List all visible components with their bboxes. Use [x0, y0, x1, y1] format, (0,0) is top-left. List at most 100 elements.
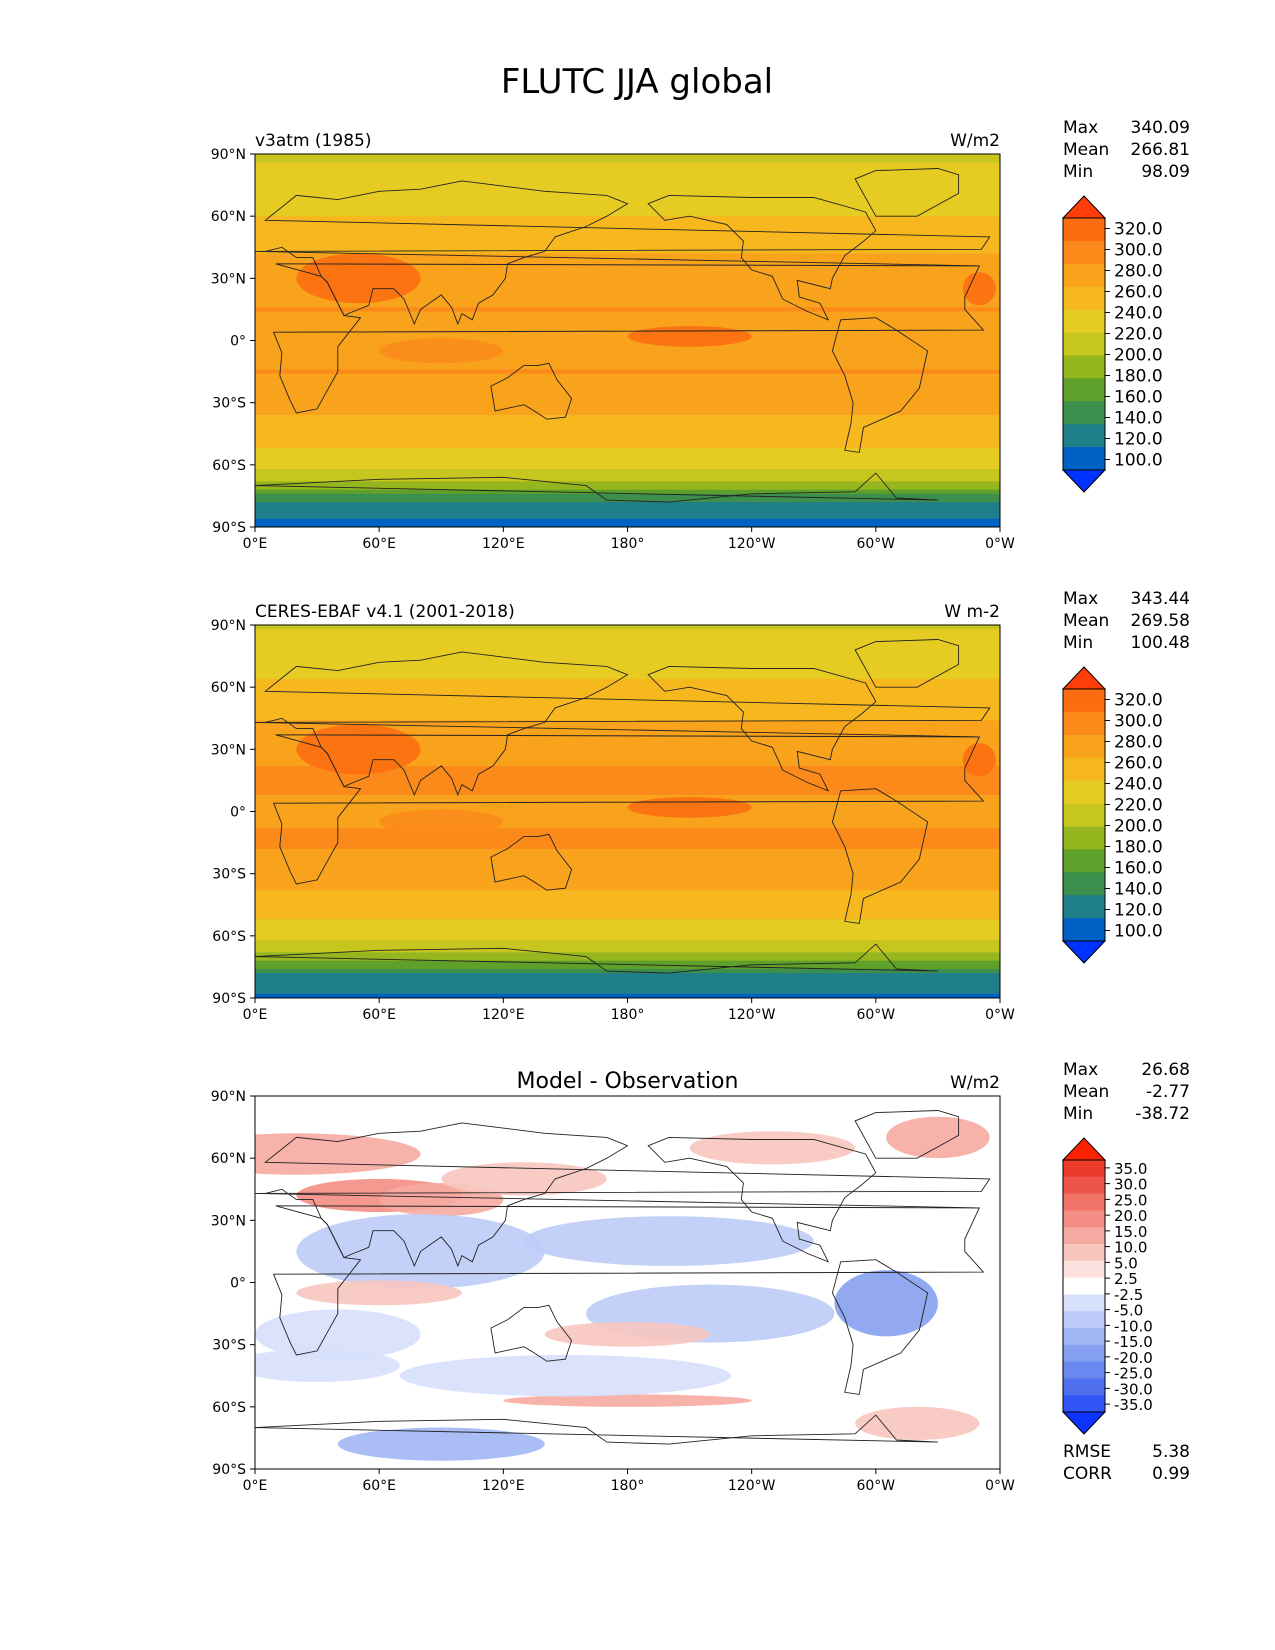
- colorbar-segment: [1063, 1227, 1105, 1245]
- x-tick-label: 120°E: [482, 1478, 525, 1494]
- stat-value: 26.68: [1141, 1060, 1190, 1080]
- field-band: [255, 641, 1000, 647]
- field-band: [255, 902, 1000, 908]
- coastline: [255, 1122, 991, 1268]
- field-band: [255, 381, 1000, 387]
- field-band: [255, 402, 1000, 408]
- colorbar-segment: [1063, 757, 1105, 782]
- colorbar-tick-label: 320.0: [1114, 691, 1163, 711]
- colorbar-tick-label: 220.0: [1114, 325, 1163, 345]
- field-band: [255, 865, 1000, 871]
- field-band: [255, 687, 1000, 692]
- colorbar-tick-label: -35.0: [1114, 1396, 1153, 1414]
- field-band: [255, 898, 1000, 904]
- field-band: [255, 894, 1000, 900]
- field-band: [255, 811, 1000, 817]
- field-band: [255, 786, 1000, 792]
- colorbar-frame: [1062, 688, 1106, 942]
- field-band: [255, 869, 1000, 875]
- field-band: [255, 645, 1000, 651]
- colorbar-tick-label: 160.0: [1114, 388, 1163, 408]
- field-anomaly: [503, 1394, 752, 1407]
- stat-value: 269.58: [1131, 611, 1190, 631]
- x-tick-label: 180°: [611, 1007, 645, 1023]
- field-band: [255, 915, 1000, 920]
- map-field: [255, 154, 1000, 527]
- field-anomaly: [834, 1270, 938, 1337]
- coastline: [490, 833, 573, 891]
- field-band: [255, 745, 1000, 750]
- colorbar-segment: [1063, 218, 1105, 242]
- field-band: [255, 158, 1000, 163]
- colorbar-segment: [1063, 711, 1105, 736]
- field-band: [255, 377, 1000, 383]
- field-anomaly: [296, 1280, 462, 1306]
- colorbar-tick-label: 140.0: [1114, 880, 1163, 900]
- stat-label: Min: [1063, 162, 1093, 182]
- colorbar-tick-label: 180.0: [1114, 838, 1163, 858]
- stat-label: Max: [1063, 1060, 1098, 1080]
- field-band: [255, 452, 1000, 458]
- stat-value: 98.09: [1141, 162, 1190, 182]
- colorbar-extend-max: [1061, 666, 1107, 690]
- x-tick-label: 0°W: [985, 1478, 1015, 1494]
- field-band: [255, 881, 1000, 887]
- field-band: [255, 270, 1000, 275]
- field-band: [255, 415, 1000, 420]
- field-band: [255, 257, 1000, 263]
- field-band: [255, 919, 1000, 924]
- y-tick-label: 60°N: [211, 209, 246, 225]
- field-band: [255, 749, 1000, 755]
- field-band: [255, 927, 1000, 933]
- field-band: [255, 910, 1000, 916]
- colorbar-tick-label: 280.0: [1114, 733, 1163, 753]
- field-band: [255, 794, 1000, 800]
- coastline: [854, 168, 960, 217]
- x-tick-label: 60°W: [856, 1478, 895, 1494]
- y-tick-label: 90°S: [212, 520, 246, 536]
- field-band: [255, 419, 1000, 424]
- field-band: [255, 923, 1000, 929]
- colorbar-segment: [1063, 240, 1105, 265]
- panel-3: 90°N 60°N 30°N 0° 30°S 60°S 90°S0°E 60°E 120°E 18…: [211, 1060, 1190, 1494]
- colorbar-segment: [1063, 780, 1105, 805]
- field-band: [255, 361, 1000, 366]
- coastline: [854, 1110, 960, 1159]
- colorbar-segment: [1063, 1176, 1105, 1195]
- field-band: [255, 502, 1000, 507]
- field-band: [255, 394, 1000, 400]
- field-band: [255, 166, 1000, 172]
- field-band: [255, 935, 1000, 941]
- colorbar-segment: [1063, 1193, 1105, 1211]
- colorbar-segment: [1063, 826, 1105, 850]
- field-band: [255, 518, 1000, 524]
- colorbar-tick-label: 260.0: [1114, 283, 1163, 303]
- field-band: [255, 336, 1000, 342]
- y-tick-label: 30°N: [211, 271, 246, 287]
- field-band: [255, 712, 1000, 717]
- y-tick-label: 30°S: [212, 396, 246, 412]
- field-band: [255, 691, 1000, 697]
- y-tick-label: 90°S: [212, 1462, 246, 1478]
- colorbar-tick-label: 240.0: [1114, 775, 1163, 795]
- x-tick-label: 60°E: [362, 1478, 396, 1494]
- colorbar-segment: [1063, 424, 1105, 448]
- field-band: [255, 514, 1000, 520]
- field-band: [255, 852, 1000, 858]
- colorbar-tick-label: 30.0: [1114, 1176, 1147, 1194]
- colorbar-tick-label: -20.0: [1114, 1349, 1153, 1367]
- x-tick-label: 60°E: [362, 536, 396, 552]
- colorbar-tick-label: -30.0: [1114, 1380, 1153, 1398]
- colorbar-extend-min: [1061, 1411, 1107, 1435]
- field-band: [255, 365, 1000, 371]
- field-anomaly: [296, 724, 421, 775]
- field-band: [255, 848, 1000, 854]
- panel-units: W/m2: [950, 1073, 1000, 1093]
- stat-label: RMSE: [1063, 1442, 1111, 1462]
- colorbar-tick-label: -5.0: [1114, 1302, 1143, 1320]
- colorbar-tick-label: 100.0: [1114, 922, 1163, 942]
- figure-title: FLUTC JJA global: [501, 62, 773, 102]
- field-band: [255, 832, 1000, 837]
- field-anomaly: [962, 743, 996, 777]
- field-band: [255, 753, 1000, 759]
